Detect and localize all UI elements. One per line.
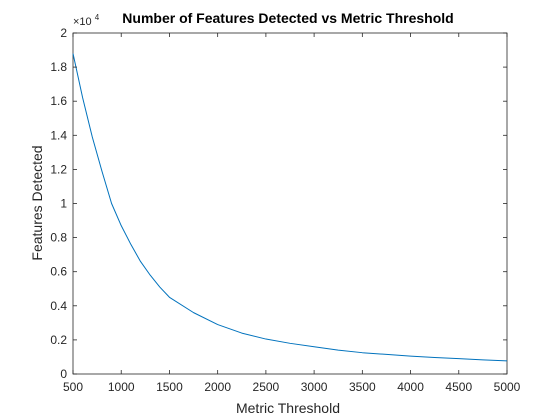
y-tick-label: 1 [60,197,67,211]
x-tick-label: 2000 [204,380,231,394]
y-axis-multiplier-exponent: 4 [95,13,100,22]
y-tick-label: 0.8 [50,231,67,245]
chart-title: Number of Features Detected vs Metric Th… [122,10,453,26]
y-axis-multiplier-prefix: ×10 [73,16,92,28]
y-tick-label: 0.6 [50,265,67,279]
x-tick-label: 1000 [108,380,135,394]
x-tick-label: 4000 [397,380,424,394]
x-tick-label: 3500 [349,380,376,394]
y-axis-label: Features Detected [29,145,45,260]
x-tick-label: 5000 [494,380,521,394]
plot-area [72,53,508,362]
x-tick-label: 3000 [301,380,328,394]
y-tick-label: 1.2 [50,162,67,176]
y-tick-label: 0 [60,367,67,381]
y-tick-label: 2 [60,26,67,40]
y-tick-label: 0.4 [50,299,67,313]
y-tick-label: 1.8 [50,60,67,74]
series-line [72,53,508,362]
labels: Number of Features Detected vs Metric Th… [29,10,454,416]
x-tick-label: 1500 [156,380,183,394]
ticks: 500 1000 1500 2000 2500 3000 3500 4000 4500 5000 0… [50,26,520,394]
x-tick-label: 2500 [253,380,280,394]
y-tick-label: 1.4 [50,128,67,142]
x-tick-label: 500 [63,380,83,394]
x-tick-label: 4500 [445,380,472,394]
y-axis-multiplier: ×10 4 [73,13,100,28]
x-axis-label: Metric Threshold [236,400,340,416]
y-tick-label: 0.2 [50,333,67,347]
y-tick-label: 1.6 [50,94,67,108]
